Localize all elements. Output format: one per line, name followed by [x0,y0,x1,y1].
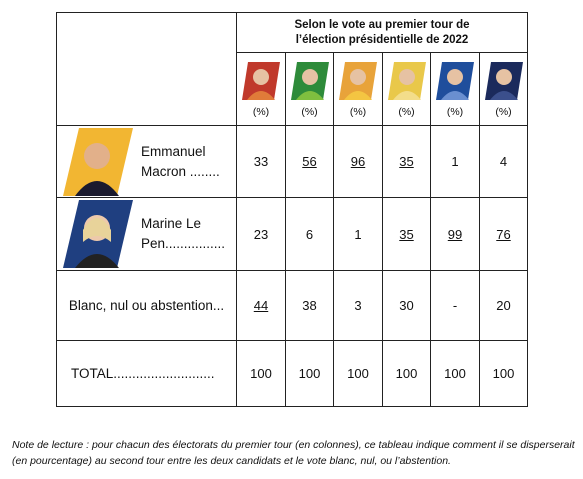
value: 3 [354,298,362,313]
value-cell: 38 [285,270,334,341]
value-cell: 99 [430,197,480,271]
value-cell: 100 [382,340,431,407]
row-label-cell: Marine Le Pen................ [56,197,237,271]
value: 56 [302,154,317,169]
value: 38 [302,298,317,313]
row-label: Emmanuel Macron ........ [141,143,220,179]
value: 30 [399,298,414,313]
value-cell: 44 [236,270,286,341]
value: 33 [253,154,269,169]
value: 100 [492,366,515,381]
value-cell: 23 [236,197,286,271]
row-label-cell: Emmanuel Macron ........ [56,125,237,198]
row-label: TOTAL........................... [71,365,215,381]
value-cell: 96 [333,125,383,198]
value-cell: 33 [236,125,286,198]
value-cell: 3 [333,270,383,341]
value-cell: - [430,270,480,341]
value: 23 [253,226,269,242]
label-wrap: Emmanuel Macron ........ [57,127,236,196]
value: 35 [399,154,414,169]
note: Note de lecture : pour chacun des électo… [12,439,575,467]
candidate-photo [290,62,329,100]
value: 4 [499,154,508,169]
row-label-cell: Blanc, nul ou abstention... [56,270,237,341]
portrait [63,127,133,196]
unit-label: (%) [301,106,318,118]
value: 44 [253,298,269,313]
value-cell: 35 [382,125,431,198]
portrait [63,200,133,268]
column-group-header: Selon le vote au premier tour de l’élect… [236,12,528,53]
results-table: Selon le vote au premier tour de l’élect… [56,12,528,407]
value: - [452,298,458,313]
candidate-photo [387,62,426,100]
value: 1 [451,154,459,169]
unit-label: (%) [446,106,464,118]
candidate-cell: (%) [285,52,334,126]
data-row: TOTAL........................... 100 100 10… [56,340,528,407]
data-row: Blanc, nul ou abstention... 44 38 3 30 - 20 [56,270,528,341]
unit-label: (%) [349,106,367,118]
value: 100 [298,366,321,381]
candidate-photo [436,62,474,100]
value-cell: 1 [430,125,480,198]
value-cell: 100 [430,340,480,407]
data-row: Marine Le Pen................ 23 6 1 35 99 76 [56,197,528,271]
row-label: Blanc, nul ou abstention... [68,297,225,313]
empty-corner [56,12,237,126]
candidate-cell: (%) [236,52,286,126]
value: 76 [496,226,511,242]
value-cell: 35 [382,197,431,271]
candidate-cell: (%) [333,52,383,126]
value: 100 [395,366,418,381]
value-cell: 76 [479,197,528,271]
candidate-photo [242,62,280,100]
candidate-cell: (%) [382,52,431,126]
value-cell: 4 [479,125,528,198]
candidate-photo [339,62,377,100]
candidate-photo [484,62,523,100]
header-text: Selon le vote au premier tour de l’élect… [294,18,470,46]
value-cell: 56 [285,125,334,198]
value: 100 [347,366,369,381]
value-cell: 100 [236,340,286,407]
unit-label: (%) [252,106,270,118]
value: 35 [399,226,414,242]
unit-label: (%) [495,106,512,118]
value: 1 [354,226,362,242]
value: 20 [496,298,511,313]
value: 100 [444,366,466,381]
value-cell: 100 [285,340,334,407]
value-cell: 1 [333,197,383,271]
unit-label: (%) [398,106,415,118]
data-row: Emmanuel Macron ........ 33 56 96 35 1 4 [56,125,528,198]
row-label: Marine Le Pen................ [141,216,226,251]
candidate-cell: (%) [430,52,480,126]
value-cell: 100 [333,340,383,407]
value: 100 [250,366,272,381]
value: 96 [350,154,366,169]
value: 99 [447,226,463,242]
row-label-cell: TOTAL........................... [56,340,237,407]
value-cell: 30 [382,270,431,341]
value-cell: 100 [479,340,528,407]
value: 6 [305,226,314,242]
candidate-cell: (%) [479,52,528,126]
value-cell: 20 [479,270,528,341]
value-cell: 6 [285,197,334,271]
label-wrap: Marine Le Pen................ [57,200,236,268]
